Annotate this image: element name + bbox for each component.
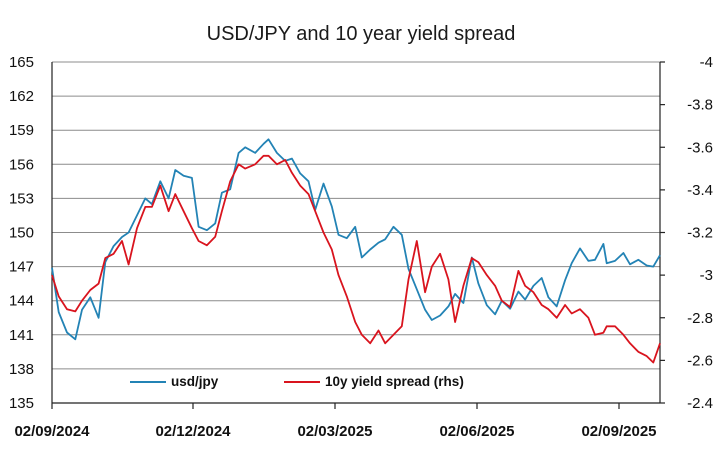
y-right-tick-label: -3.2 [687,225,713,242]
y-left-tick-label: 150 [9,225,34,242]
legend-label-usd-jpy: usd/jpy [171,374,219,389]
series-line-yield-spread [51,154,661,364]
series-lines [51,138,661,364]
y-left-tick-label: 141 [9,327,34,344]
y-right-tick-label: -4 [700,54,713,71]
axes: 165 162 159 156 153 150 147 144 141 138 135 -4 -3.8 -… [9,54,713,440]
x-tick-label: 02/06/2025 [439,423,514,440]
y-left-tick-label: 159 [9,122,34,139]
y-left-tick-label: 138 [9,361,34,378]
x-tick-label: 02/09/2025 [581,423,656,440]
y-right-tick-label: -3.6 [687,139,713,156]
y-right-tick-label: -2.8 [687,310,713,327]
series-line-usd-jpy [51,138,661,341]
x-tick-label: 02/09/2024 [14,423,90,440]
x-tick-label: 02/03/2025 [297,423,372,440]
x-tick-label: 02/12/2024 [155,423,231,440]
y-left-tick-label: 147 [9,259,34,276]
y-left-tick-label: 162 [9,88,34,105]
y-right-tick-label: -2.4 [687,395,713,412]
y-left-tick-label: 144 [9,293,34,310]
y-right-tick-label: -2.6 [687,352,713,369]
y-right-tick-label: -3.8 [687,97,713,114]
y-left-tick-label: 135 [9,395,34,412]
legend: usd/jpy 10y yield spread (rhs) [130,374,464,389]
y-right-tick-label: -3.4 [687,182,713,199]
legend-label-yield-spread: 10y yield spread (rhs) [325,374,464,389]
y-left-tick-label: 156 [9,156,34,173]
y-left-tick-label: 165 [9,54,34,71]
y-left-tick-label: 153 [9,190,34,207]
y-right-tick-label: -3 [700,267,713,284]
chart-title: USD/JPY and 10 year yield spread [207,23,516,45]
